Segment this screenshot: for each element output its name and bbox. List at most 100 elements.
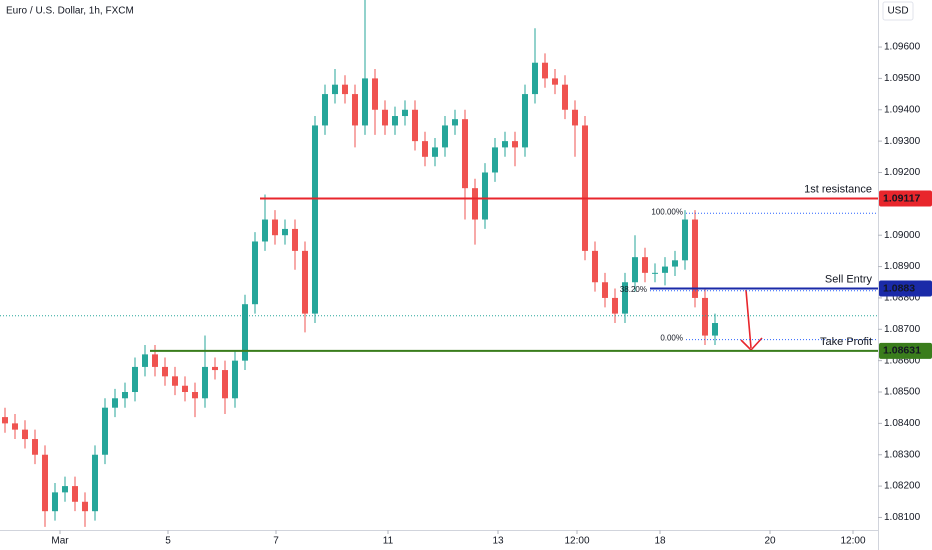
fib-label: 0.00%	[660, 334, 683, 343]
currency-box[interactable]	[882, 1, 914, 21]
y-tick-label: 1.08400	[884, 418, 921, 429]
candle-body	[82, 501, 88, 512]
y-tick-label: 1.09600	[884, 42, 921, 53]
candle-body	[292, 228, 298, 251]
y-tick-label: 1.08300	[884, 449, 921, 460]
candle-body	[312, 125, 318, 314]
y-tick-label: 1.08800	[884, 293, 921, 304]
candle-body	[282, 228, 288, 236]
candle-body	[702, 297, 708, 336]
level-label: 1st resistance	[804, 183, 872, 195]
x-tick-label: 5	[165, 536, 171, 547]
y-tick-label: 1.08500	[884, 387, 921, 398]
candle-body	[432, 147, 438, 157]
candle-body	[542, 62, 548, 79]
y-tick-label: 1.09500	[884, 73, 921, 84]
candle-body	[682, 219, 688, 261]
x-tick-label: Mar	[51, 536, 69, 547]
y-tick-label: 1.08600	[884, 355, 921, 366]
candle-body	[552, 78, 558, 85]
y-tick-label: 1.08200	[884, 481, 921, 492]
candle-body	[332, 84, 338, 95]
price-tag	[879, 280, 932, 297]
price-tag-label: 1.08631	[883, 345, 921, 357]
candle-body	[72, 486, 78, 502]
candle-body	[522, 94, 528, 148]
fib-label: 100.00%	[651, 207, 683, 216]
candle-body	[512, 141, 518, 148]
candle-body	[42, 454, 48, 512]
candle-body	[602, 282, 608, 298]
candle-body	[482, 172, 488, 220]
candle-body	[242, 304, 248, 361]
candle-body	[532, 62, 538, 95]
candle-body	[102, 407, 108, 455]
candle-body	[452, 119, 458, 126]
candle-body	[622, 282, 628, 314]
candle-body	[562, 84, 568, 110]
y-tick-label: 1.09000	[884, 230, 921, 241]
candle-body	[342, 84, 348, 95]
candle-body	[2, 417, 8, 424]
candle-body	[612, 297, 618, 314]
candle-body	[672, 260, 678, 267]
candle-body	[492, 147, 498, 173]
candle-body	[632, 257, 638, 283]
x-tick-label: 13	[492, 536, 504, 547]
candle-body	[182, 385, 188, 393]
candle-body	[172, 376, 178, 386]
candle-body	[472, 188, 478, 220]
candle-body	[692, 219, 698, 298]
candle-body	[272, 219, 278, 236]
fib-label: 38.20%	[620, 285, 647, 294]
candle-body	[232, 360, 238, 399]
candle-body	[252, 241, 258, 305]
x-tick-label: 12:00	[840, 536, 865, 547]
y-tick-label: 1.08100	[884, 512, 921, 523]
level-label: Take Profit	[820, 336, 872, 348]
price-tag-label: 1.0883	[883, 282, 915, 294]
candle-body	[52, 492, 58, 512]
candle-body	[222, 370, 228, 399]
candle-body	[372, 78, 378, 110]
candle-body	[592, 250, 598, 283]
x-tick-label: 7	[273, 536, 279, 547]
candle-body	[22, 429, 28, 440]
candle-body	[142, 354, 148, 367]
candle-body	[712, 323, 718, 336]
y-tick-label: 1.09400	[884, 104, 921, 115]
candle-body	[582, 125, 588, 251]
candle-body	[92, 454, 98, 512]
x-tick-label: 20	[764, 536, 776, 547]
candle-body	[132, 366, 138, 393]
candle-body	[392, 116, 398, 126]
candle-body	[442, 125, 448, 148]
candle-body	[382, 109, 388, 126]
candle-body	[192, 392, 198, 399]
candle-body	[352, 94, 358, 126]
candle-body	[402, 109, 408, 117]
candle-body	[112, 398, 118, 408]
candle-body	[422, 141, 428, 157]
price-tag	[879, 342, 932, 359]
candle-body	[122, 392, 128, 399]
candle-body	[362, 78, 368, 126]
candle-body	[412, 109, 418, 142]
y-tick-label: 1.08700	[884, 324, 921, 335]
candle-body	[62, 486, 68, 493]
chart-title: Euro / U.S. Dollar, 1h, FXCM	[6, 6, 134, 17]
price-tag-label: 1.09117	[883, 192, 921, 204]
candle-body	[652, 272, 658, 274]
candle-body	[202, 366, 208, 399]
currency[interactable]: USD	[887, 6, 908, 17]
candle-body	[642, 257, 648, 273]
candle-body	[12, 423, 18, 430]
candle-body	[32, 439, 38, 455]
price-tag	[879, 190, 932, 207]
candle-body	[152, 354, 158, 367]
x-tick-label: 11	[383, 536, 394, 547]
level-label: Sell Entry	[825, 273, 873, 285]
candle-body	[572, 109, 578, 126]
